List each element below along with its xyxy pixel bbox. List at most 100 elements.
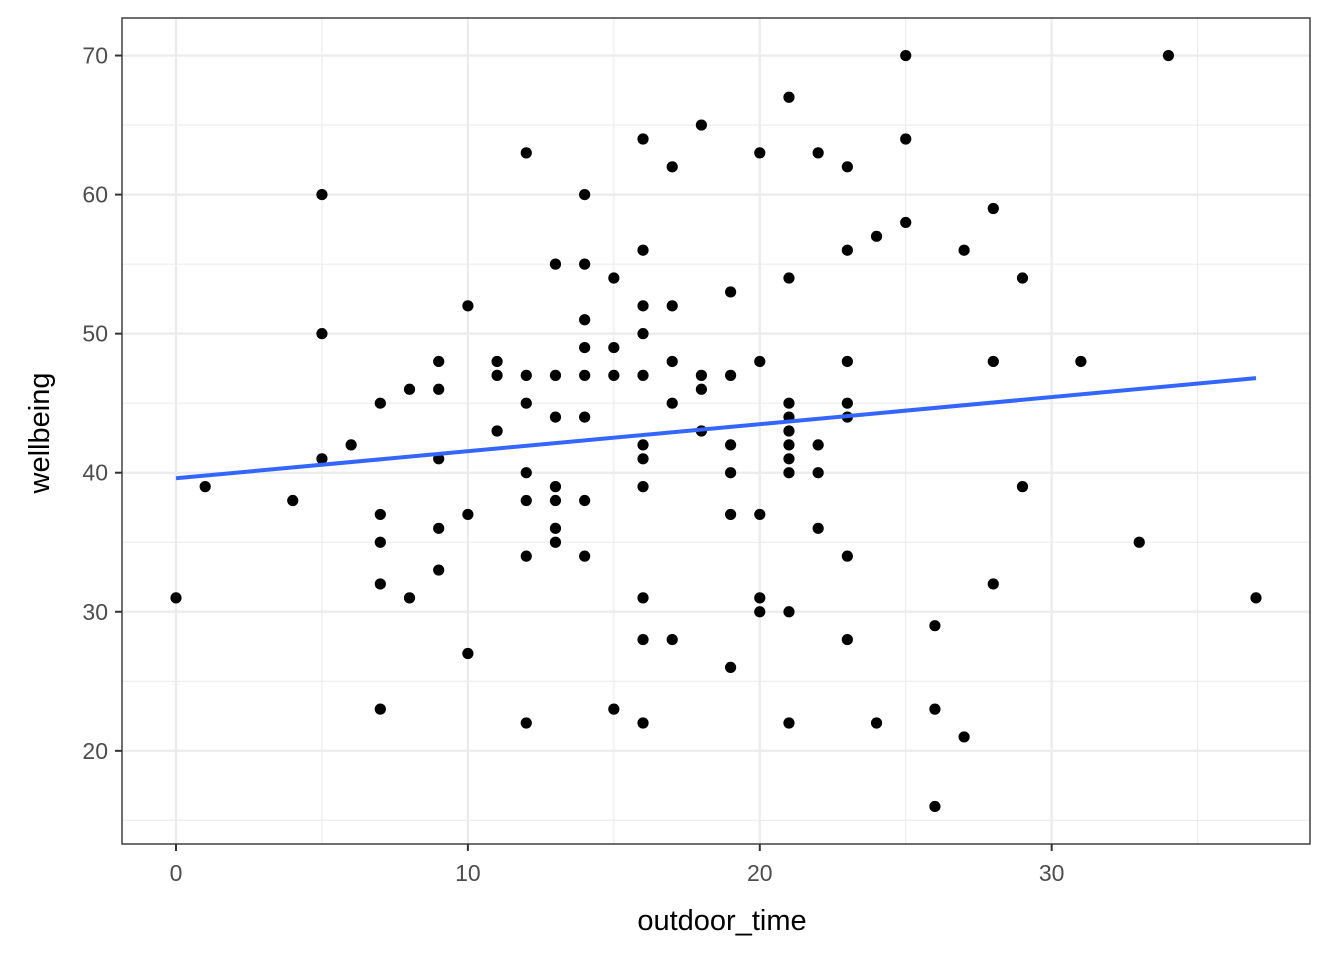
x-axis-title: outdoor_time	[637, 905, 806, 937]
data-point	[812, 522, 824, 534]
data-point	[637, 592, 649, 604]
data-point	[870, 717, 883, 729]
y-tick-label: 20	[82, 738, 108, 764]
data-point	[579, 341, 591, 354]
data-point	[374, 397, 386, 409]
data-point	[1075, 355, 1087, 368]
panel-border	[121, 17, 1311, 845]
data-point	[929, 703, 941, 715]
data-point	[900, 49, 912, 62]
data-point	[637, 439, 649, 451]
data-point	[841, 550, 853, 562]
data-point	[1133, 536, 1145, 548]
data-point	[783, 272, 795, 284]
data-point	[1250, 592, 1262, 604]
data-point	[666, 161, 678, 173]
data-point	[637, 369, 649, 381]
data-point	[549, 258, 562, 270]
data-point	[608, 703, 620, 715]
data-point	[724, 508, 737, 521]
data-point	[579, 314, 591, 326]
data-point	[783, 467, 795, 479]
data-point	[549, 481, 562, 493]
data-point	[345, 439, 357, 451]
data-point	[549, 536, 562, 548]
x-tick-label: 30	[1039, 860, 1065, 886]
fit-line-layer	[175, 376, 1257, 481]
data-point	[754, 355, 766, 368]
data-point	[754, 592, 766, 604]
y-tick-label: 40	[82, 460, 108, 486]
data-point	[403, 592, 416, 604]
data-point	[783, 453, 795, 465]
data-point	[637, 481, 649, 493]
data-point	[433, 564, 445, 576]
data-point	[491, 425, 503, 437]
data-point	[316, 189, 328, 201]
data-point	[579, 189, 591, 201]
data-point	[958, 244, 970, 256]
data-point	[637, 717, 649, 729]
data-point	[958, 731, 970, 743]
axis-ticks	[115, 54, 1053, 851]
data-point	[695, 119, 708, 131]
data-point	[841, 355, 853, 368]
data-point	[520, 550, 532, 562]
data-point	[841, 244, 853, 256]
y-tick-label: 60	[82, 182, 108, 208]
data-point	[170, 592, 182, 604]
data-point	[520, 147, 532, 159]
data-point	[374, 578, 386, 590]
data-point	[433, 522, 445, 534]
data-point	[754, 606, 766, 618]
data-point	[812, 147, 824, 159]
data-point	[287, 494, 299, 507]
data-point	[637, 300, 649, 312]
data-point	[666, 633, 678, 646]
data-point	[724, 661, 737, 673]
data-point	[929, 620, 941, 632]
data-point	[403, 383, 416, 395]
minor-gridlines	[122, 18, 1310, 844]
data-point	[783, 717, 795, 729]
data-point	[783, 91, 795, 103]
data-point	[637, 244, 649, 256]
data-point	[841, 161, 853, 173]
data-point	[579, 411, 591, 423]
data-point	[491, 355, 503, 368]
data-point	[666, 300, 678, 312]
data-point	[316, 328, 328, 340]
data-point	[987, 578, 999, 590]
data-point	[374, 508, 386, 521]
data-point	[549, 369, 562, 381]
x-tick-label: 0	[170, 860, 183, 886]
data-point	[783, 606, 795, 618]
data-point	[870, 230, 883, 242]
data-point	[812, 467, 824, 479]
data-point	[520, 397, 532, 409]
data-point	[579, 550, 591, 562]
data-point	[199, 481, 211, 493]
y-axis-tick-labels: 20 30 40 50 60 70	[82, 43, 108, 764]
data-point	[900, 216, 912, 229]
x-axis-tick-labels: 0 10 20 30	[170, 860, 1065, 886]
y-tick-label: 50	[82, 321, 108, 347]
x-tick-label: 10	[455, 860, 481, 886]
data-point	[462, 647, 474, 660]
data-point	[520, 369, 532, 381]
data-point	[579, 258, 591, 270]
data-point	[637, 133, 649, 145]
y-tick-label: 70	[82, 43, 108, 69]
data-point	[1016, 481, 1029, 493]
data-point	[374, 536, 386, 548]
regression-line	[175, 376, 1257, 481]
data-point	[549, 494, 562, 507]
data-point	[812, 439, 824, 451]
data-point	[783, 397, 795, 409]
points-layer	[170, 49, 1262, 813]
data-point	[608, 369, 620, 381]
x-tick-label: 20	[747, 860, 773, 886]
data-point	[549, 411, 562, 423]
